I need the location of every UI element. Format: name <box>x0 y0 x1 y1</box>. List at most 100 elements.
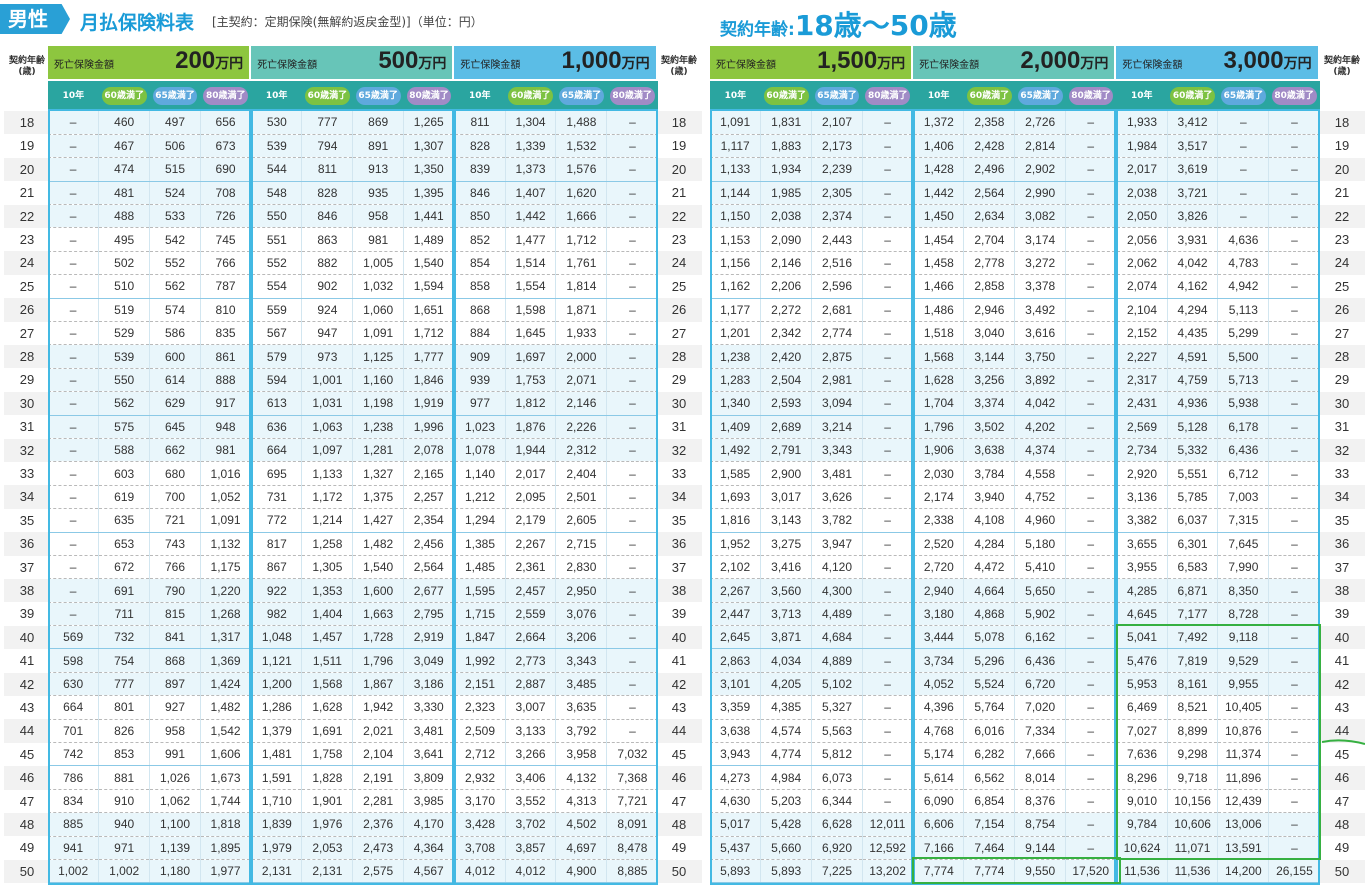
premium-cell: 2,374 <box>811 204 863 229</box>
premium-cell: – <box>48 157 100 182</box>
premium-cell: 743 <box>149 532 201 556</box>
age-cell: 47 <box>671 793 687 809</box>
premium-cell: 2,131 <box>251 859 303 884</box>
premium-cell: 575 <box>98 415 151 439</box>
premium-cell: 790 <box>149 578 201 603</box>
age-cell: 25 <box>671 278 687 294</box>
premium-cell: 5,174 <box>913 742 965 767</box>
premium-cell: 1,265 <box>403 111 456 135</box>
premium-cell: 3,641 <box>403 742 456 767</box>
premium-cell: 8,350 <box>1217 578 1270 603</box>
premium-cell: – <box>1065 344 1118 369</box>
premium-cell: 2,456 <box>403 532 456 556</box>
premium-cell: 1,281 <box>352 438 405 463</box>
premium-cell: 1,005 <box>352 251 405 276</box>
premium-cell: 810 <box>200 298 253 323</box>
premium-cell: 569 <box>48 625 100 650</box>
premium-cell: 1,554 <box>505 274 557 299</box>
sum-insured-amount: 1,500万円 <box>817 47 905 75</box>
premium-cell: 1,744 <box>200 789 253 814</box>
age-cell: 28 <box>1319 345 1365 369</box>
premium-cell: 619 <box>98 485 151 510</box>
premium-cell: 867 <box>251 555 303 580</box>
premium-cell: 3,256 <box>963 368 1016 393</box>
premium-cell: 5,764 <box>963 695 1016 720</box>
premium-cell: – <box>1065 227 1118 252</box>
premium-cell: 1,016 <box>200 461 253 486</box>
table-row: –562 629 917 613 1,031 1,198 1,919 977 1,812 2,14… <box>48 391 658 416</box>
premium-cell: 1,353 <box>301 578 354 603</box>
age-cell: 33 <box>671 466 687 481</box>
table-row: –502 552 766 552 882 1,005 1,540 854 1,514 1,761– <box>48 251 658 276</box>
premium-cell: 497 <box>149 111 201 135</box>
premium-cell: 991 <box>149 742 201 767</box>
premium-cell: – <box>1268 321 1320 346</box>
premium-cell: 902 <box>301 274 354 299</box>
term-header-row: 10年 60歳満了 65歳満了 80歳満了 <box>48 81 252 109</box>
table-row: 5,893 5,893 7,225 13,202 7,774 7,774 9,550 17,5… <box>710 859 1320 884</box>
premium-cell: 1,133 <box>710 157 762 182</box>
premium-cell: – <box>1065 251 1118 276</box>
age-cell: 18 <box>4 111 50 135</box>
premium-cell: 868 <box>454 298 506 323</box>
premium-cell: 947 <box>301 321 354 346</box>
premium-cell: 3,552 <box>505 789 557 814</box>
premium-cell: – <box>1268 742 1320 767</box>
premium-cell: 6,162 <box>1014 625 1067 650</box>
premium-cell: 603 <box>98 461 151 486</box>
age-cell: 35 <box>19 512 35 528</box>
premium-cell: 9,550 <box>1014 859 1067 884</box>
premium-cell: – <box>862 415 915 439</box>
table-row: 630 777 897 1,424 1,200 1,568 1,867 3,186 2,151 2… <box>48 672 658 697</box>
premium-cell: 3,955 <box>1116 555 1168 580</box>
premium-cell: 630 <box>48 672 100 697</box>
premium-cell: 11,896 <box>1217 765 1270 790</box>
premium-cell: 10,606 <box>1167 812 1219 837</box>
premium-cell: 3,560 <box>760 578 813 603</box>
premium-cell: 613 <box>251 391 303 416</box>
table-row: 1,144 1,985 2,305–1,442 2,564 2,990–2,038 3,7… <box>710 181 1320 206</box>
premium-cell: 4,284 <box>963 532 1016 556</box>
premium-cell: 2,358 <box>963 111 1016 135</box>
premium-cell: 5,551 <box>1167 461 1219 486</box>
table-row: –481 524 708 548 828 935 1,395 846 1,407 1,620– <box>48 181 658 206</box>
premium-cell: – <box>48 251 100 276</box>
premium-cell: 629 <box>149 391 201 416</box>
premium-cell: 4,558 <box>1014 461 1067 486</box>
premium-cell: 4,205 <box>760 672 813 697</box>
premium-cell: 13,202 <box>862 859 915 884</box>
premium-cell: 839 <box>454 157 506 182</box>
premium-cell: 853 <box>98 742 151 767</box>
premium-cell: 1,818 <box>200 812 253 837</box>
premium-cell: 542 <box>149 227 201 252</box>
age-cell: 41 <box>1334 653 1350 669</box>
premium-cell: 3,782 <box>811 508 863 533</box>
sum-insured-label: 死亡保険金額 <box>716 60 776 71</box>
premium-cell: 6,090 <box>913 789 965 814</box>
age-cell: 27 <box>1334 325 1350 341</box>
premium-cell: 539 <box>251 134 303 159</box>
callout-arrow <box>1322 739 1365 745</box>
premium-cell: 861 <box>200 344 253 369</box>
premium-cell: 14,200 <box>1217 859 1270 884</box>
premium-cell: 1,424 <box>200 672 253 697</box>
premium-cell: – <box>606 695 658 720</box>
age-cell: 24 <box>4 251 50 275</box>
premium-cell: 1,160 <box>352 368 405 393</box>
table-row: –519 574 810 559 924 1,060 1,651 868 1,598 1,871– <box>48 298 658 323</box>
premium-cell: 2,021 <box>352 719 405 744</box>
premium-cell: 2,778 <box>963 251 1016 276</box>
premium-cell: 1,620 <box>555 181 608 206</box>
premium-cell: 664 <box>48 695 100 720</box>
premium-cell: – <box>862 461 915 486</box>
premium-cell: 539 <box>98 344 151 369</box>
term-label: 65歳満了 <box>814 87 860 105</box>
premium-cell: 530 <box>251 111 303 135</box>
table-row: 3,638 4,574 5,563–4,768 6,016 7,334–7,027 8,8… <box>710 719 1320 744</box>
premium-cell: – <box>606 321 658 346</box>
sum-insured-header: 死亡保険金額 1,500万円 <box>710 46 914 79</box>
premium-cell: 2,919 <box>403 625 456 650</box>
premium-cell: 1,466 <box>913 274 965 299</box>
premium-cell: 1,350 <box>403 157 456 182</box>
premium-cell: 2,354 <box>403 508 456 533</box>
